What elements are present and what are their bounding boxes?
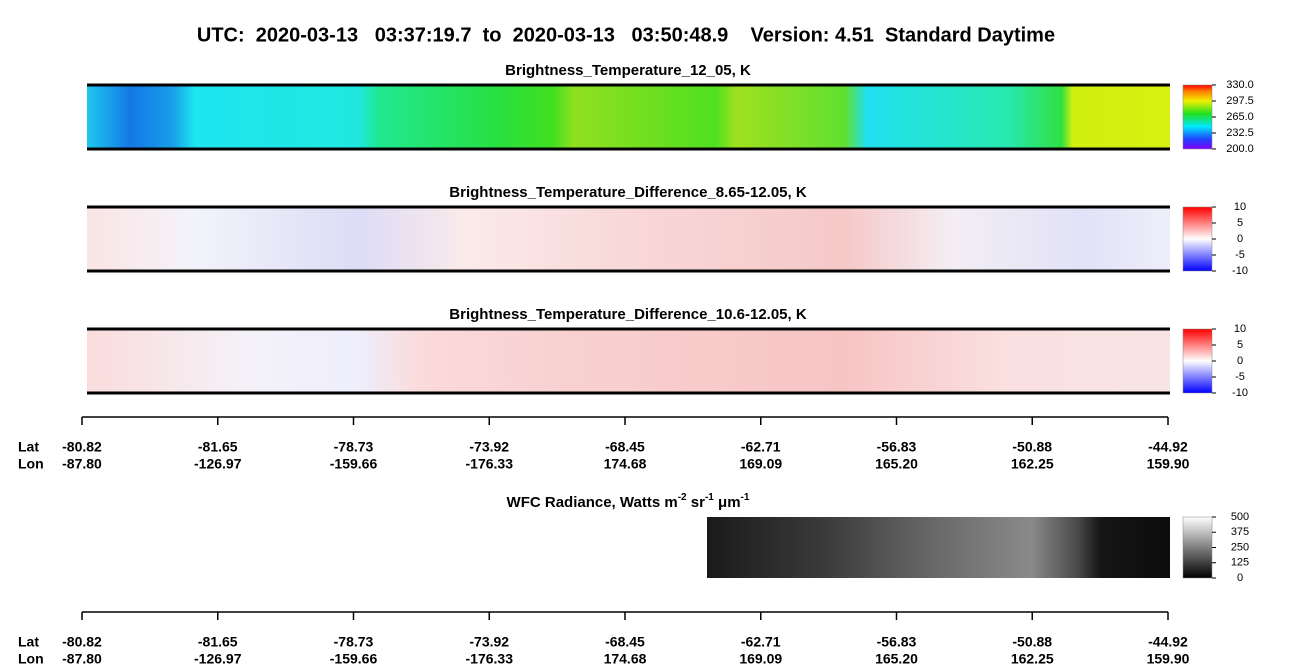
colorbar: [1182, 328, 1213, 394]
lat-label: -56.83: [877, 439, 917, 455]
panel-title: Brightness_Temperature_Difference_8.65-1…: [449, 184, 807, 201]
axis-name: Lon: [18, 456, 44, 472]
title-segment: WFC Radiance, Watts m: [507, 494, 678, 511]
lat-label: -78.73: [334, 439, 374, 455]
lat-label: -44.92: [1148, 634, 1188, 650]
lat-label: -44.92: [1148, 439, 1188, 455]
lat-label: -80.82: [62, 439, 102, 455]
colorbar-tick-label: 297.5: [1226, 95, 1254, 107]
lat-label: -62.71: [741, 439, 781, 455]
lon-label: 159.90: [1147, 456, 1190, 472]
colorbar-tick-label: 10: [1234, 201, 1246, 213]
colorbar-tick-label: 265.0: [1226, 111, 1254, 123]
colorbar-tick-label: 5: [1237, 339, 1243, 351]
colorbar-tick-label: -5: [1235, 371, 1245, 383]
lat-label: -80.82: [62, 634, 102, 650]
lon-label: 165.20: [875, 456, 918, 472]
colorbar-tick-label: 330.0: [1226, 79, 1254, 91]
colorbar-tick-label: 500: [1231, 511, 1249, 523]
title-segment: -1: [705, 492, 714, 503]
colorbar-tick-label: 0: [1237, 233, 1243, 245]
colorbar-tick-label: 0: [1237, 572, 1243, 584]
title-segment: sr: [687, 494, 706, 511]
lat-label: -62.71: [741, 634, 781, 650]
panel-title: Brightness_Temperature_12_05, K: [505, 62, 751, 79]
lon-label: -159.66: [330, 651, 378, 667]
lon-label: 174.68: [604, 651, 647, 667]
colorbar-tick-label: -5: [1235, 249, 1245, 261]
panel-title: Brightness_Temperature_Difference_10.6-1…: [449, 306, 807, 323]
lon-label: -176.33: [466, 651, 514, 667]
axis-name: Lon: [18, 651, 44, 667]
lon-label: -126.97: [194, 456, 242, 472]
colorbar-tick-label: 10: [1234, 323, 1246, 335]
colorbar: [1182, 516, 1213, 579]
colorbar-tick-label: -10: [1232, 265, 1248, 277]
colorbar-tick-label: 5: [1237, 217, 1243, 229]
title-segment: μm: [714, 494, 741, 511]
lon-label: 162.25: [1011, 456, 1054, 472]
lon-label: -176.33: [466, 456, 514, 472]
lat-label: -81.65: [198, 634, 238, 650]
panel-title: WFC Radiance, Watts m-2 sr-1 μm-1: [507, 492, 750, 511]
colorbar-tick-label: 0: [1237, 355, 1243, 367]
colorbar-tick-label: -10: [1232, 387, 1248, 399]
lat-label: -81.65: [198, 439, 238, 455]
title-segment: -1: [741, 492, 750, 503]
lon-label: 174.68: [604, 456, 647, 472]
lat-label: -50.88: [1012, 634, 1052, 650]
lon-label: 169.09: [739, 456, 782, 472]
lat-label: -73.92: [469, 439, 509, 455]
colorbar-tick-label: 232.5: [1226, 127, 1254, 139]
lon-label: 169.09: [739, 651, 782, 667]
colorbar-tick-label: 250: [1231, 541, 1249, 553]
lat-label: -68.45: [605, 439, 645, 455]
colorbar: [1182, 206, 1213, 272]
lat-label: -78.73: [334, 634, 374, 650]
lon-label: -87.80: [62, 651, 102, 667]
title-segment: -2: [678, 492, 687, 503]
lon-label: -159.66: [330, 456, 378, 472]
axis-name: Lat: [18, 634, 39, 650]
data-strip: [87, 207, 1170, 271]
axis-name: Lat: [18, 439, 39, 455]
lat-label: -73.92: [469, 634, 509, 650]
lat-label: -68.45: [605, 634, 645, 650]
data-strip: [707, 517, 1170, 578]
lat-label: -56.83: [877, 634, 917, 650]
colorbar-tick-label: 375: [1231, 526, 1249, 538]
data-strip: [87, 85, 1170, 149]
colorbar-tick-label: 125: [1231, 557, 1249, 569]
colorbar: [1182, 84, 1213, 150]
lon-label: 159.90: [1147, 651, 1190, 667]
figure-title: UTC: 2020-03-13 03:37:19.7 to 2020-03-13…: [197, 24, 1055, 46]
lon-label: -87.80: [62, 456, 102, 472]
data-strip: [87, 329, 1170, 393]
lon-label: 165.20: [875, 651, 918, 667]
lon-label: -126.97: [194, 651, 242, 667]
colorbar-tick-label: 200.0: [1226, 143, 1254, 155]
lat-label: -50.88: [1012, 439, 1052, 455]
lon-label: 162.25: [1011, 651, 1054, 667]
